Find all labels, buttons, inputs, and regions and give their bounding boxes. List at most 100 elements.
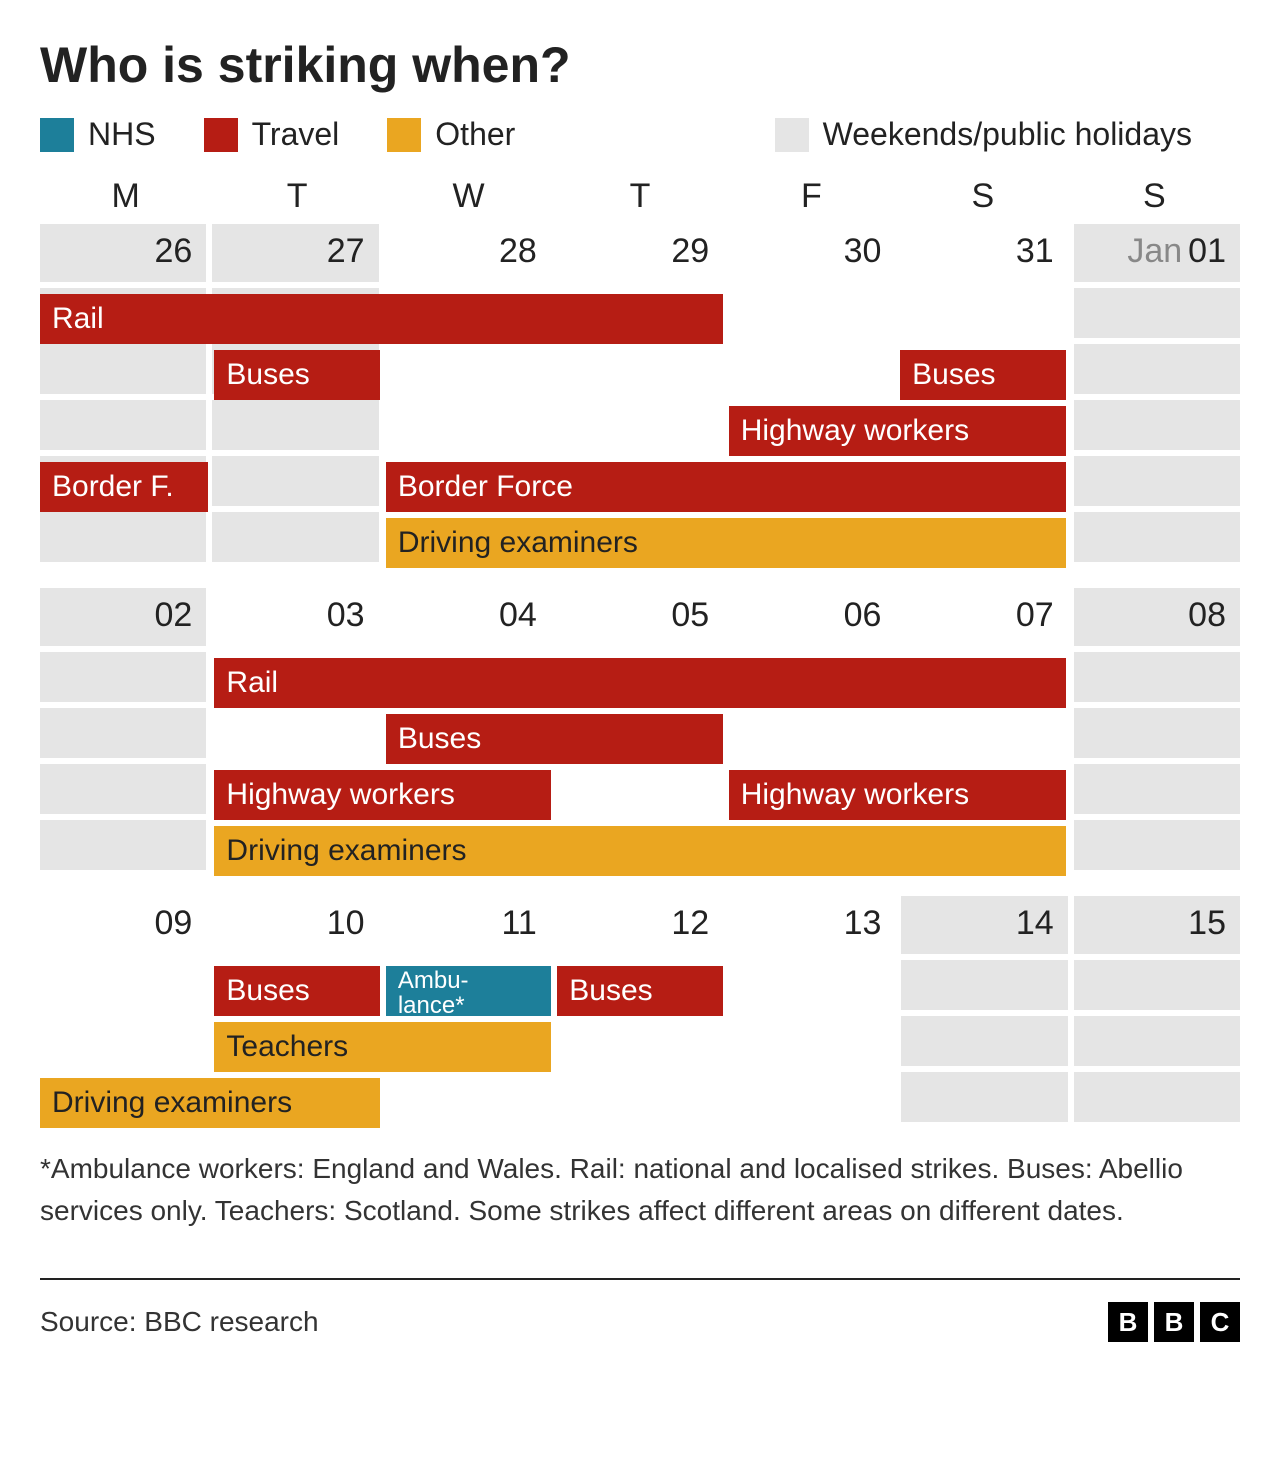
bar-cell-bg xyxy=(729,960,895,1010)
bar-cell-bg xyxy=(901,1072,1067,1122)
bar-cell-bg xyxy=(385,820,551,870)
bbc-logo: B B C xyxy=(1108,1302,1240,1342)
bar-cell-bg xyxy=(212,764,378,814)
date-cell: 29 xyxy=(557,224,723,282)
date-number: 10 xyxy=(327,904,365,942)
date-number: 15 xyxy=(1188,904,1226,942)
bar-row-bg xyxy=(40,1072,1240,1122)
date-number: 27 xyxy=(327,232,365,270)
bar-cell-bg xyxy=(40,708,206,758)
bar-cell-bg xyxy=(901,288,1067,338)
day-header: T xyxy=(554,177,725,216)
bar-cell-bg xyxy=(40,512,206,562)
bar-cell-bg xyxy=(901,708,1067,758)
legend-swatch xyxy=(775,118,809,152)
bar-rows: RailBusesBusesHighway workersBorder F.Bo… xyxy=(40,288,1240,562)
footnote: *Ambulance workers: England and Wales. R… xyxy=(40,1148,1240,1232)
bar-row-bg xyxy=(40,960,1240,1010)
date-number: 31 xyxy=(1016,232,1054,270)
date-cell: 31 xyxy=(901,224,1067,282)
calendar: 262728293031Jan01RailBusesBusesHighway w… xyxy=(40,224,1240,1122)
bbc-logo-letter: B xyxy=(1154,1302,1194,1342)
bar-cell-bg xyxy=(1074,288,1240,338)
bar-cell-bg xyxy=(40,960,206,1010)
bar-cell-bg xyxy=(212,960,378,1010)
bar-cell-bg xyxy=(1074,820,1240,870)
date-cell: Jan01 xyxy=(1074,224,1240,282)
bar-rows: BusesAmbu- lance*BusesTeachersDriving ex… xyxy=(40,960,1240,1122)
bar-cell-bg xyxy=(901,400,1067,450)
bar-cell-bg xyxy=(212,708,378,758)
bar-cell-bg xyxy=(212,1072,378,1122)
bar-cell-bg xyxy=(40,764,206,814)
bar-cell-bg xyxy=(1074,764,1240,814)
calendar-week: 09101112131415BusesAmbu- lance*BusesTeac… xyxy=(40,896,1240,1122)
bar-cell-bg xyxy=(40,400,206,450)
bar-cell-bg xyxy=(557,288,723,338)
date-number: 28 xyxy=(499,232,537,270)
bar-cell-bg xyxy=(901,960,1067,1010)
date-row: 02030405060708 xyxy=(40,588,1240,646)
bar-cell-bg xyxy=(40,344,206,394)
bar-cell-bg xyxy=(557,456,723,506)
bar-cell-bg xyxy=(557,652,723,702)
bar-row-bg xyxy=(40,1016,1240,1066)
bar-cell-bg xyxy=(40,820,206,870)
bar-cell-bg xyxy=(40,652,206,702)
bar-cell-bg xyxy=(1074,652,1240,702)
legend-label: NHS xyxy=(88,116,156,153)
bar-cell-bg xyxy=(212,344,378,394)
legend-swatch xyxy=(387,118,421,152)
date-number: 01 xyxy=(1188,232,1226,270)
bar-cell-bg xyxy=(212,400,378,450)
date-row: 262728293031Jan01 xyxy=(40,224,1240,282)
date-cell: 06 xyxy=(729,588,895,646)
bbc-logo-letter: C xyxy=(1200,1302,1240,1342)
bar-row-bg xyxy=(40,512,1240,562)
day-header: T xyxy=(211,177,382,216)
date-row: 09101112131415 xyxy=(40,896,1240,954)
date-cell: 30 xyxy=(729,224,895,282)
date-number: 13 xyxy=(844,904,882,942)
date-cell: 02 xyxy=(40,588,206,646)
date-number: 29 xyxy=(671,232,709,270)
bar-cell-bg xyxy=(212,512,378,562)
day-header: S xyxy=(1069,177,1240,216)
bar-cell-bg xyxy=(385,960,551,1010)
bar-cell-bg xyxy=(557,512,723,562)
bar-cell-bg xyxy=(729,400,895,450)
date-number: 14 xyxy=(1016,904,1054,942)
legend-item: Travel xyxy=(204,116,340,153)
chart-title: Who is striking when? xyxy=(40,36,1240,94)
bar-cell-bg xyxy=(901,820,1067,870)
bar-row-bg xyxy=(40,344,1240,394)
bar-cell-bg xyxy=(729,512,895,562)
bar-cell-bg xyxy=(729,288,895,338)
legend-label: Other xyxy=(435,116,515,153)
source-bar: Source: BBC research B B C xyxy=(40,1278,1240,1382)
legend-swatch xyxy=(40,118,74,152)
date-number: 05 xyxy=(671,596,709,634)
bar-cell-bg xyxy=(1074,1016,1240,1066)
date-cell: 13 xyxy=(729,896,895,954)
source-text: Source: BBC research xyxy=(40,1306,319,1338)
bar-row-bg xyxy=(40,820,1240,870)
bar-cell-bg xyxy=(557,344,723,394)
bar-cell-bg xyxy=(40,288,206,338)
bar-cell-bg xyxy=(385,288,551,338)
date-number: 03 xyxy=(327,596,365,634)
bar-cell-bg xyxy=(385,764,551,814)
date-number: 07 xyxy=(1016,596,1054,634)
bar-cell-bg xyxy=(729,1016,895,1066)
bar-cell-bg xyxy=(901,1016,1067,1066)
legend: NHS Travel Other Weekends/public holiday… xyxy=(40,116,1240,153)
date-number: 11 xyxy=(502,904,537,942)
legend-item: Other xyxy=(387,116,515,153)
date-cell: 05 xyxy=(557,588,723,646)
day-header: S xyxy=(897,177,1068,216)
bar-cell-bg xyxy=(901,512,1067,562)
bar-cell-bg xyxy=(385,652,551,702)
bar-cell-bg xyxy=(901,344,1067,394)
date-cell: 08 xyxy=(1074,588,1240,646)
date-cell: 03 xyxy=(212,588,378,646)
